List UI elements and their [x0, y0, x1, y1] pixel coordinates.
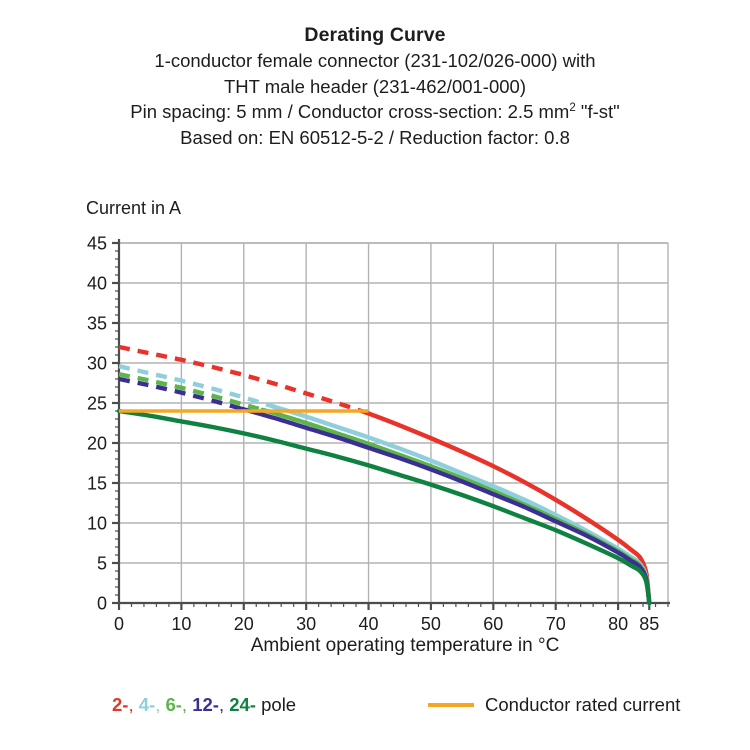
x-axis-label: Ambient operating temperature in °C	[250, 635, 560, 656]
y-tick-label: 10	[87, 514, 107, 534]
title-line-4-superscript: 2	[569, 101, 576, 114]
x-tick-label: 40	[359, 614, 379, 634]
legend-rated-label: Conductor rated current	[485, 694, 681, 715]
y-tick-label: 35	[87, 314, 107, 334]
legend-sep-3: ,	[181, 694, 188, 715]
figure-title-block: Derating Curve 1-conductor female connec…	[0, 22, 750, 150]
series-dashed-segment	[118, 344, 371, 416]
y-tick-label: 20	[87, 434, 107, 454]
series-4-pole	[118, 364, 652, 606]
title-line-4: Pin spacing: 5 mm / Conductor cross-sect…	[0, 99, 750, 125]
series-2-pole	[118, 344, 652, 606]
series-12-pole	[118, 376, 652, 606]
legend-item-6-pole: 6-	[165, 694, 182, 715]
x-tick-label: 50	[421, 614, 441, 634]
y-tick-label: 40	[87, 274, 107, 294]
series-6-pole	[118, 372, 652, 606]
y-axis-label: Current in A	[86, 198, 182, 218]
y-tick-label: 0	[97, 594, 107, 614]
legend-poles: 2-, 4-, 6-, 12-, 24- pole	[112, 694, 296, 716]
x-tick-label: 70	[546, 614, 566, 634]
title-line-3: THT male header (231-462/001-000)	[224, 75, 526, 97]
legend-rated-current: Conductor rated current	[428, 694, 680, 716]
y-tick-label: 30	[87, 354, 107, 374]
legend-item-12-pole: 12-	[192, 694, 219, 715]
series-solid-segment	[260, 407, 652, 606]
series-solid-segment	[364, 410, 652, 606]
series-dashed-segment	[118, 364, 278, 410]
series-solid-segment	[116, 408, 652, 606]
title-line-4-b: "f-st"	[575, 101, 620, 122]
x-tick-label: 0	[114, 614, 124, 634]
x-tick-label: 80	[608, 614, 628, 634]
x-tick-label: 85	[639, 614, 659, 634]
legend-sep-2: ,	[155, 694, 161, 715]
x-tick-label: 60	[483, 614, 503, 634]
legend-item-4-pole: 4-	[138, 694, 156, 715]
series-dashed-segment	[118, 372, 265, 413]
chart-legend: 2-, 4-, 6-, 12-, 24- pole Conductor rate…	[0, 694, 750, 728]
legend-sep-4: ,	[218, 694, 225, 715]
page-title: Derating Curve	[304, 24, 446, 46]
title-line-5: Based on: EN 60512-5-2 / Reduction facto…	[180, 126, 570, 148]
y-tick-label: 25	[87, 394, 107, 414]
x-tick-label: 20	[234, 614, 254, 634]
rated-current-swatch	[428, 702, 474, 707]
series-solid-segment	[239, 406, 652, 606]
legend-pole-word: pole	[255, 694, 297, 715]
legend-sep-1: ,	[128, 694, 134, 715]
title-line-2: 1-conductor female connector (231-102/02…	[154, 50, 596, 71]
x-tick-label: 10	[171, 614, 191, 634]
series-dashed-segment	[118, 376, 247, 412]
series-24-pole	[116, 408, 652, 606]
y-tick-label: 45	[87, 234, 107, 254]
y-tick-label: 15	[87, 474, 107, 494]
x-tick-label: 30	[296, 614, 316, 634]
y-tick-label: 5	[97, 554, 107, 574]
legend-item-24-pole: 24-	[229, 694, 256, 715]
title-line-4-a: Pin spacing: 5 mm / Conductor cross-sect…	[130, 101, 570, 122]
legend-item-2-pole: 2-	[112, 694, 129, 715]
